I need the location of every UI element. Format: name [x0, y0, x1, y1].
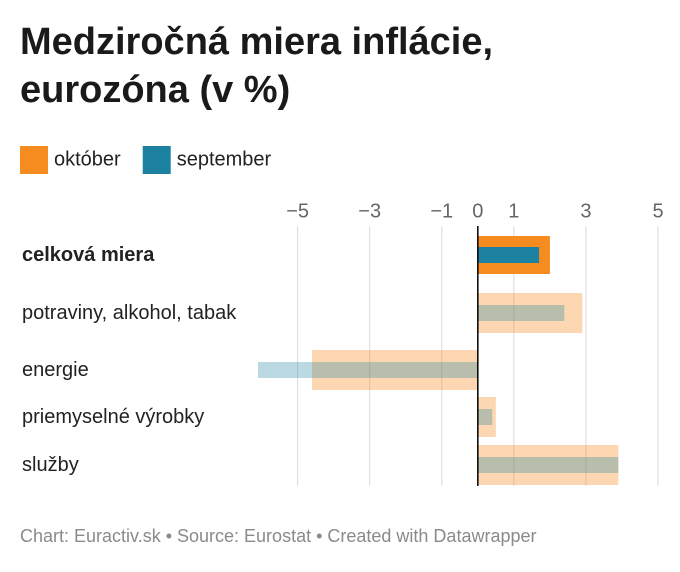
legend-label: september [177, 148, 272, 170]
legend-label: október [54, 148, 121, 170]
bar [477, 293, 583, 333]
bar [477, 397, 496, 437]
category-label: celková miera [22, 244, 155, 266]
category-label: potraviny, alkohol, tabak [22, 302, 237, 324]
x-tick-label: 1 [508, 200, 519, 222]
bar [477, 247, 540, 263]
chart-title: Medziročná miera inflácie, eurozóna (v %… [20, 21, 494, 111]
category-label: energie [22, 359, 89, 381]
bar [312, 350, 478, 390]
x-tick-label: −3 [358, 200, 381, 222]
x-tick-label: 5 [652, 200, 663, 222]
x-tick-label: 3 [580, 200, 591, 222]
legend-swatch [20, 146, 48, 174]
legend-swatch [142, 146, 171, 174]
x-tick-label: −1 [430, 200, 453, 222]
bar [477, 445, 619, 485]
footer: Chart: Euractiv.sk • Source: Eurostat • … [20, 526, 537, 546]
x-tick-label: 0 [472, 200, 483, 222]
bar [258, 362, 478, 378]
category-label: priemyselné výrobky [22, 406, 205, 428]
category-label: služby [22, 454, 79, 476]
x-tick-label: −5 [286, 200, 309, 222]
bar [477, 409, 493, 425]
bar [477, 305, 565, 321]
bar [477, 457, 619, 473]
